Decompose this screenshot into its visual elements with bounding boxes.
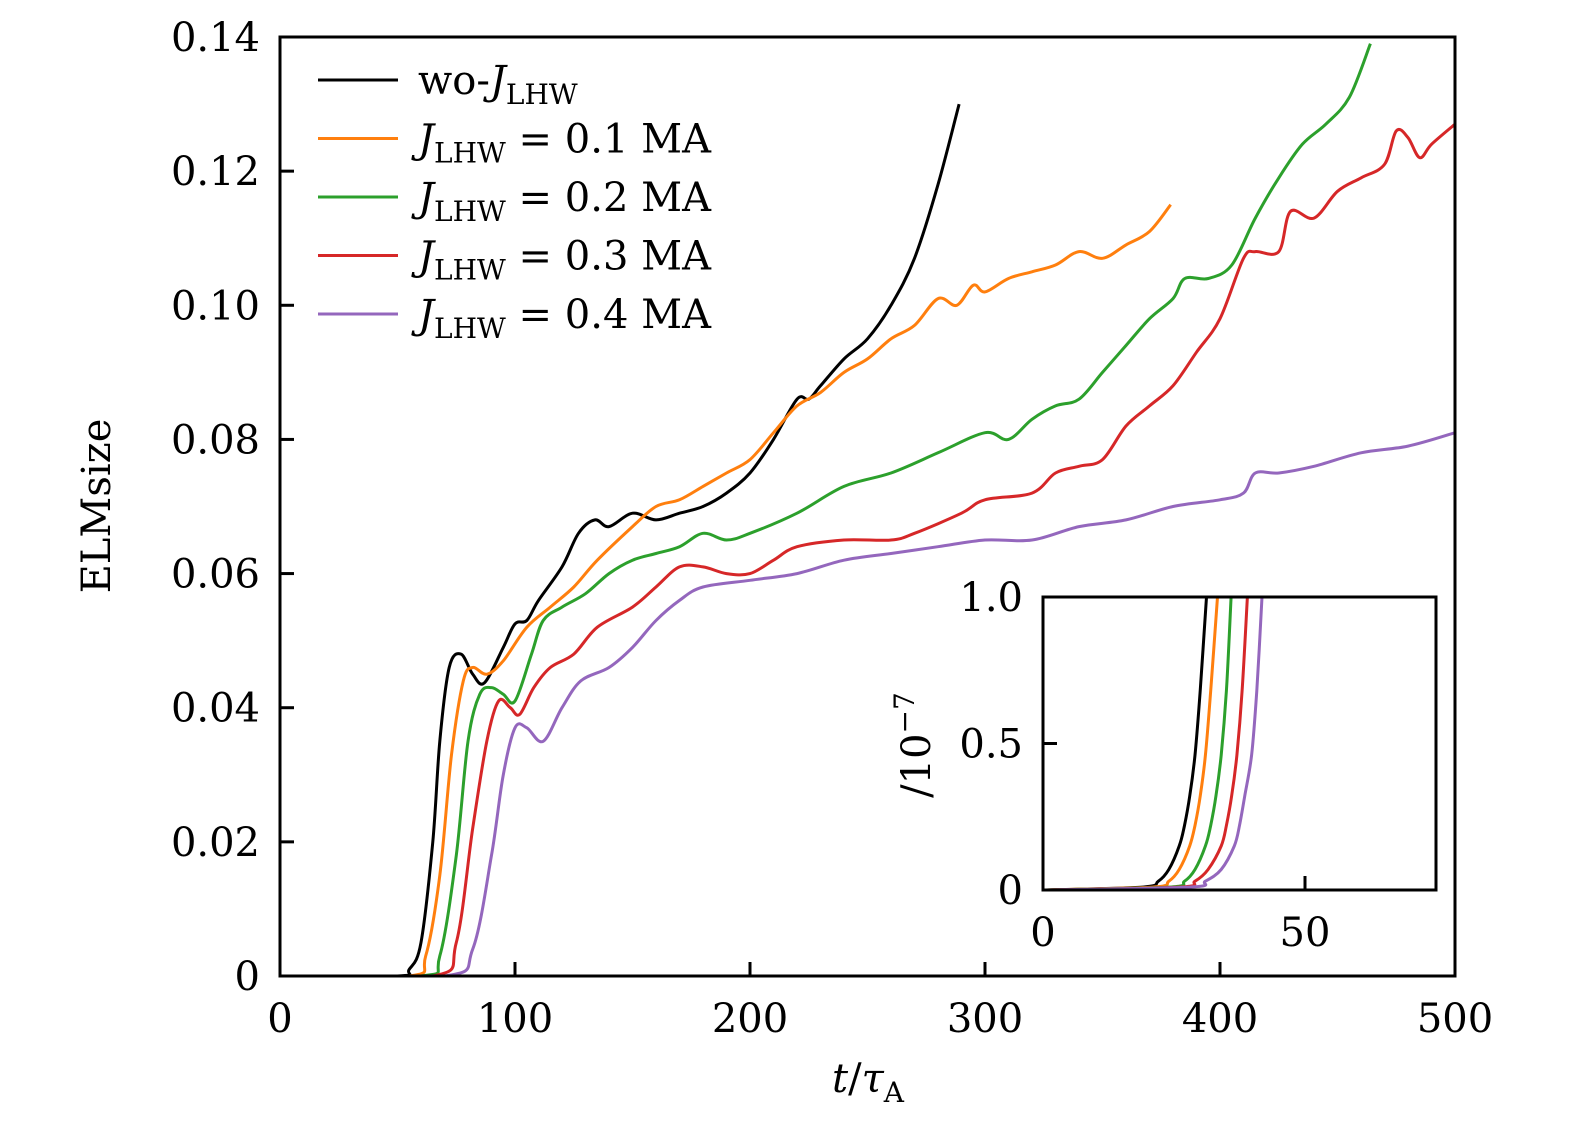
inset-plot: 0 50 0 0.5 1.0 [959,575,1438,956]
legend-item: JLHW = 0.3 MA [318,234,712,287]
inset-y-tick-label: 1.0 [959,575,1023,621]
main-y-tick-label: 0.14 [171,15,260,61]
legend-item: JLHW = 0.1 MA [318,117,712,170]
legend-item: JLHW = 0.2 MA [318,175,712,228]
inset-y-tick-label: 0 [998,868,1023,914]
inset-series-line-0 [1043,596,1208,890]
main-plot: 0 100 200 300 400 50000.020.040.060.080.100.1… [171,15,1493,1042]
legend-label: wo-JLHW [418,58,578,111]
main-y-tick-label: 0 [235,954,260,1000]
main-series-line-3 [280,123,1455,976]
main-series-line-4 [280,431,1455,976]
main-x-tick-label: 400 [1182,996,1258,1042]
main-y-tick-label: 0.08 [171,417,260,463]
legend-item: wo-JLHW [318,58,578,111]
legend-item: JLHW = 0.4 MA [318,292,712,345]
main-series-line-2 [280,43,1372,976]
main-x-tick-label: 500 [1417,996,1493,1042]
legend-label: JLHW = 0.2 MA [411,175,712,228]
main-series-line-1 [280,203,1172,976]
inset-y-tick-label: 0.5 [959,722,1023,768]
x-axis-label: t/τA [832,1056,905,1109]
inset-y-axis-label: /10−7 [888,692,940,798]
main-y-tick-label: 0.06 [171,552,260,598]
y-axis-label: ELMsize [74,419,120,594]
inset-series-line-4 [1043,596,1264,890]
main-y-tick-label: 0.02 [171,820,260,866]
main-x-tick-label: 200 [712,996,788,1042]
main-y-tick-label: 0.04 [171,686,260,732]
legend-label: JLHW = 0.1 MA [411,117,712,170]
main-x-tick-label: 300 [947,996,1023,1042]
main-frame [278,35,1457,978]
main-x-tick-label: 0 [267,996,292,1042]
main-series-line-0 [280,103,961,976]
inset-x-tick-label: 0 [1030,910,1055,956]
legend-label: JLHW = 0.3 MA [411,234,712,287]
inset-x-tick-label: 50 [1280,910,1331,956]
main-y-tick-label: 0.10 [171,283,260,329]
main-y-tick-label: 0.12 [171,149,260,195]
main-x-tick-label: 100 [477,996,553,1042]
legend-label: JLHW = 0.4 MA [411,292,712,345]
